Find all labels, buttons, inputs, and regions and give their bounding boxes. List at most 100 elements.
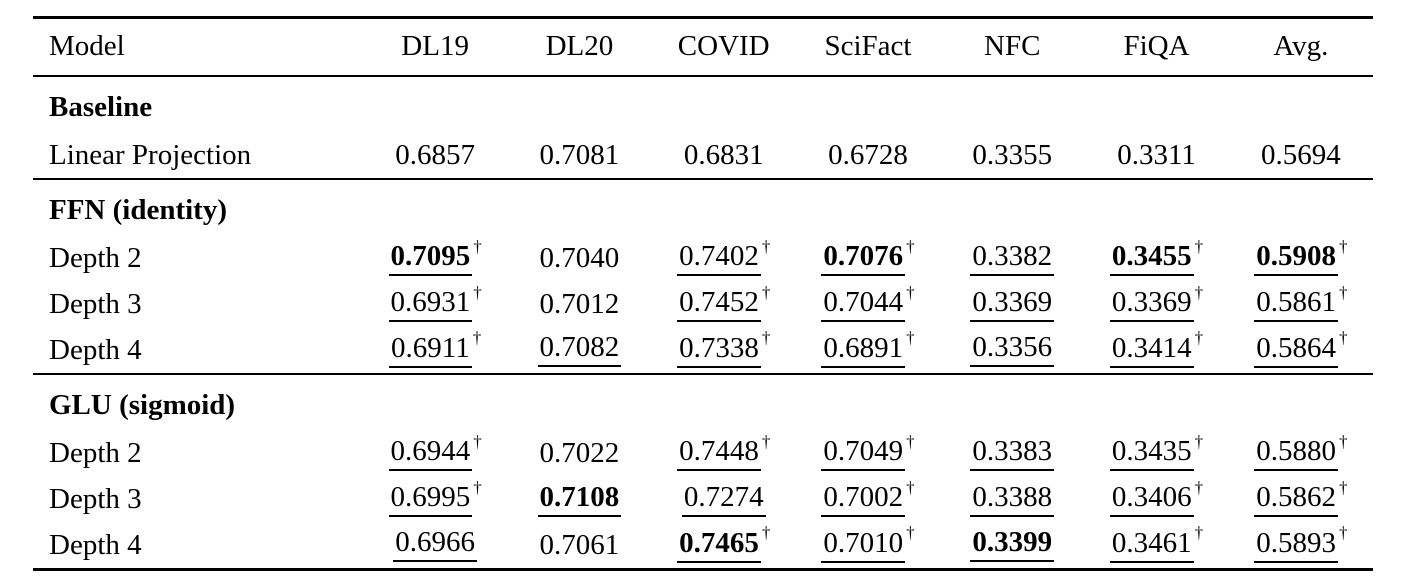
metric-value: 0.6831 — [683, 138, 764, 171]
dagger-icon: † — [1194, 282, 1204, 302]
dagger-icon: † — [473, 236, 482, 256]
metric-value: 0.7010 — [821, 528, 906, 563]
metric-cell: 0.7465 † — [652, 523, 796, 570]
metric-value: 0.5694 — [1260, 138, 1341, 171]
metric-value: 0.7044 — [821, 288, 906, 323]
metric-value: 0.7402 — [677, 242, 761, 277]
metric-cell: 0.5861 † — [1229, 282, 1373, 328]
dagger-icon: † — [906, 523, 915, 543]
metric-cell: 0.6944 † — [363, 431, 507, 477]
metric-cell: 0.3435 † — [1084, 431, 1228, 477]
metric-cell: 0.3383 — [940, 431, 1084, 477]
metric-value: 0.7040 — [539, 242, 620, 274]
dagger-icon: † — [1338, 282, 1348, 302]
row-label: Depth 4 — [49, 333, 142, 366]
row-label: Depth 4 — [49, 528, 142, 561]
results-table: Model DL19 DL20 COVID SciFact NFC FiQA Avg. Bas… — [33, 16, 1373, 571]
metric-value: 0.7465 — [677, 528, 761, 563]
metric-cell: 0.7022 — [507, 431, 651, 477]
dagger-icon: † — [1338, 477, 1348, 497]
metric-value: 0.5880 — [1254, 437, 1338, 472]
metric-value: 0.3369 — [1109, 288, 1194, 323]
metric-value: 0.3369 — [970, 287, 1055, 322]
section-header-row: Baseline — [33, 74, 1373, 133]
metric-value: 0.6891 — [821, 333, 906, 368]
metric-cell: 0.6831 — [652, 133, 796, 179]
metric-value: 0.6944 — [388, 437, 473, 472]
metric-value: 0.5908 — [1254, 242, 1338, 277]
column-header-model: Model — [33, 17, 363, 77]
metric-cell: 0.3455 † — [1084, 236, 1228, 282]
metric-cell: 0.6931 † — [363, 282, 507, 328]
dagger-icon: † — [906, 328, 915, 348]
dagger-icon: † — [761, 523, 771, 543]
metric-cell: 0.3406 † — [1084, 477, 1228, 523]
metric-value: 0.6995 — [388, 483, 473, 518]
metric-value: 0.7022 — [539, 437, 620, 469]
dagger-icon: † — [472, 328, 482, 348]
metric-cell: 0.7108 — [507, 477, 651, 523]
metric-cell: 0.7002 † — [796, 477, 940, 523]
metric-cell: 0.7338 † — [652, 328, 796, 374]
metric-cell: 0.3388 — [940, 477, 1084, 523]
metric-value: 0.7082 — [537, 333, 622, 367]
row-label: Depth 2 — [49, 242, 142, 274]
dagger-icon: † — [473, 431, 482, 451]
metric-value: 0.6857 — [395, 138, 476, 171]
table-row: Depth 2 0.6944 † 0.7022 0.7448 † 0.7049 † 0.3383… — [33, 431, 1373, 477]
metric-value: 0.6966 — [393, 528, 478, 562]
column-header-dl20: DL20 — [507, 17, 652, 77]
metric-value: 0.5864 — [1254, 333, 1338, 368]
metric-cell: 0.5880 † — [1229, 431, 1373, 477]
dagger-icon: † — [1194, 477, 1204, 497]
column-header-covid: COVID — [651, 17, 796, 77]
column-header-nfc: NFC — [940, 17, 1085, 77]
table-row: Depth 3 0.6931 † 0.7012 0.7452 † 0.7044 † 0.3369… — [33, 282, 1373, 328]
metric-cell: 0.7095 † — [363, 236, 507, 282]
metric-cell: 0.3355 — [940, 133, 1084, 179]
metric-value: 0.7274 — [681, 482, 766, 517]
metric-value: 0.3383 — [970, 436, 1055, 471]
metric-value: 0.7061 — [539, 528, 620, 561]
section-title: FFN (identity) — [33, 177, 1373, 236]
dagger-icon: † — [1194, 328, 1204, 348]
section-header-row: FFN (identity) — [33, 177, 1373, 236]
metric-value: 0.7076 — [821, 242, 906, 277]
metric-cell: 0.6995 † — [363, 477, 507, 523]
table-row: Linear Projection 0.6857 0.7081 0.6831 0.672… — [33, 133, 1373, 179]
metric-value: 0.7049 — [821, 437, 906, 472]
table-row: Depth 4 0.6911 † 0.7082 0.7338 † 0.6891 † 0.3356… — [33, 328, 1373, 374]
metric-cell: 0.7044 † — [796, 282, 940, 328]
section-title: GLU (sigmoid) — [33, 372, 1373, 431]
dagger-icon: † — [1194, 236, 1204, 256]
metric-cell: 0.7082 — [507, 328, 651, 374]
metric-value: 0.3455 — [1109, 242, 1194, 277]
metric-cell: 0.7049 † — [796, 431, 940, 477]
metric-value: 0.3435 — [1109, 437, 1194, 472]
metric-value: 0.3461 — [1109, 528, 1194, 563]
dagger-icon: † — [906, 236, 915, 256]
metric-cell: 0.3414 † — [1084, 328, 1228, 374]
dagger-icon: † — [1338, 431, 1348, 451]
metric-cell: 0.5862 † — [1229, 477, 1373, 523]
metric-value: 0.7108 — [537, 482, 622, 517]
metric-value: 0.7338 — [677, 333, 761, 368]
dagger-icon: † — [906, 282, 915, 302]
row-label: Linear Projection — [49, 138, 252, 171]
metric-value: 0.3388 — [970, 482, 1055, 517]
metric-value: 0.3399 — [970, 528, 1055, 562]
column-header-avg: Avg. — [1228, 17, 1373, 77]
row-label: Depth 2 — [49, 437, 142, 469]
dagger-icon: † — [761, 431, 771, 451]
metric-value: 0.7002 — [821, 483, 906, 518]
metric-cell: 0.3369 — [940, 282, 1084, 328]
metric-cell: 0.5864 † — [1229, 328, 1373, 374]
metric-cell: 0.6966 — [363, 523, 507, 570]
row-label: Depth 3 — [49, 483, 142, 515]
metric-value: 0.7081 — [539, 138, 620, 171]
metric-cell: 0.7010 † — [796, 523, 940, 570]
metric-value: 0.5893 — [1254, 528, 1338, 563]
metric-value: 0.5862 — [1254, 483, 1338, 518]
metric-value: 0.3356 — [970, 333, 1055, 367]
metric-cell: 0.7040 — [507, 236, 651, 282]
